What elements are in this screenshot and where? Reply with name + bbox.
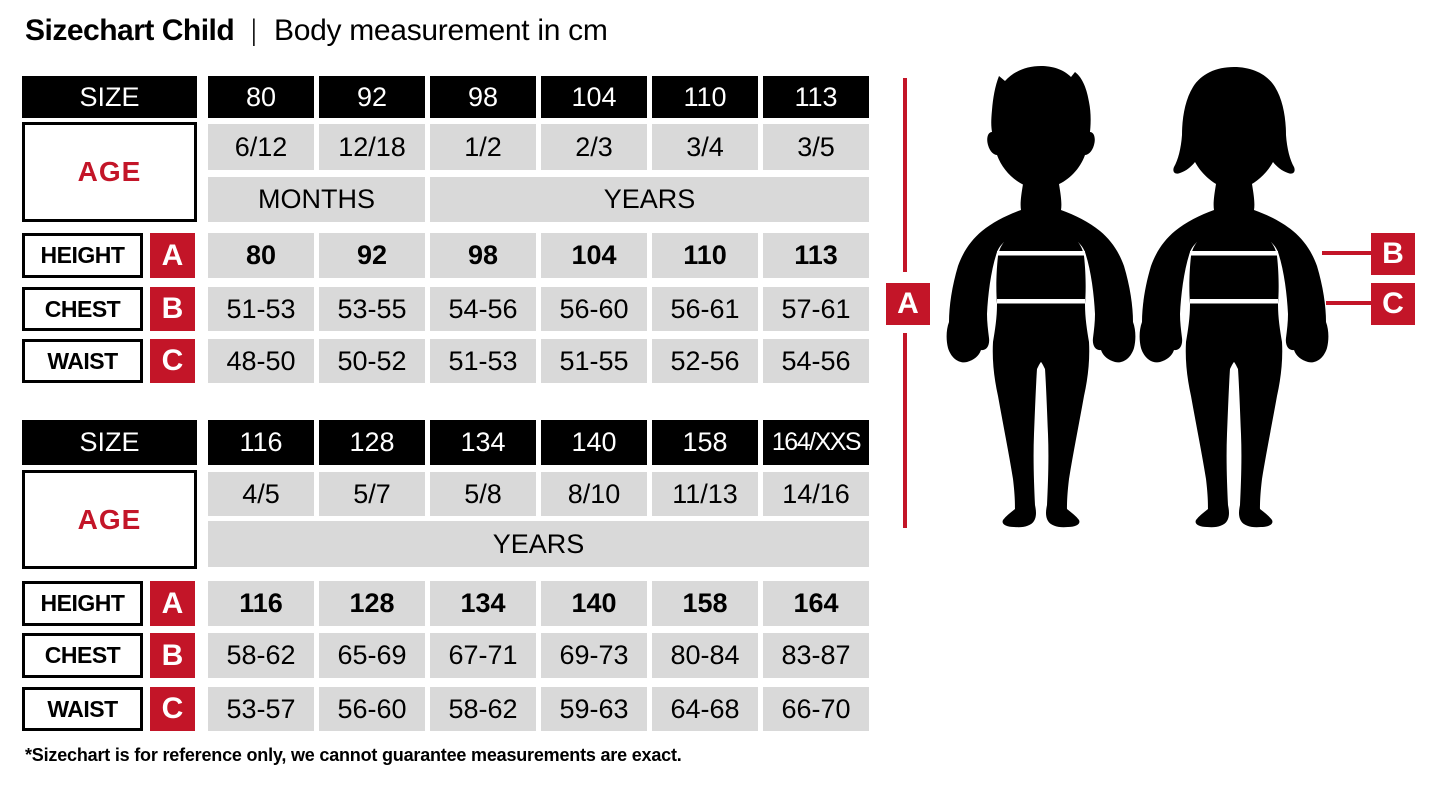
age-value-cell: 5/7 — [319, 472, 425, 516]
waist-letter-badge: C — [150, 687, 195, 731]
height-row-label: HEIGHT — [22, 233, 143, 278]
size-table-lower: SIZE 116 128 134 140 158 164/XXS AGE 4/5… — [22, 420, 870, 732]
waist-measure-line — [1326, 301, 1374, 305]
height-letter-badge: A — [150, 233, 195, 278]
waist-letter-badge: C — [150, 339, 195, 383]
height-value-cell: 104 — [541, 233, 647, 278]
waist-value-cell: 51-53 — [430, 339, 536, 383]
age-value-cell: 5/8 — [430, 472, 536, 516]
height-value-cell: 128 — [319, 581, 425, 626]
height-value-cell: 110 — [652, 233, 758, 278]
chest-value-cell: 83-87 — [763, 633, 869, 678]
height-value-cell: 113 — [763, 233, 869, 278]
height-value-cell: 92 — [319, 233, 425, 278]
footnote-text: *Sizechart is for reference only, we can… — [25, 745, 682, 765]
height-value-cell: 140 — [541, 581, 647, 626]
title-separator: | — [251, 14, 257, 47]
waist-value-cell: 59-63 — [541, 687, 647, 731]
size-value-cell: 104 — [541, 76, 647, 118]
size-value-cell: 92 — [319, 76, 425, 118]
waist-value-cell: 66-70 — [763, 687, 869, 731]
size-value-cell: 158 — [652, 420, 758, 465]
chest-value-cell: 65-69 — [319, 633, 425, 678]
marker-b-badge: B — [1371, 233, 1415, 275]
size-value-cell: 110 — [652, 76, 758, 118]
waist-value-cell: 56-60 — [319, 687, 425, 731]
size-value-cell: 164/XXS — [763, 420, 869, 465]
chest-letter-badge: B — [150, 633, 195, 678]
height-value-cell: 80 — [208, 233, 314, 278]
size-header-label: SIZE — [22, 420, 197, 465]
height-value-cell: 116 — [208, 581, 314, 626]
waist-value-cell: 51-55 — [541, 339, 647, 383]
age-value-cell: 14/16 — [763, 472, 869, 516]
height-value-cell: 158 — [652, 581, 758, 626]
height-value-cell: 164 — [763, 581, 869, 626]
height-measure-line-lower — [903, 333, 907, 528]
age-header-label: AGE — [22, 122, 197, 222]
chest-value-cell: 80-84 — [652, 633, 758, 678]
height-measure-line-upper — [903, 78, 907, 272]
age-value-cell: 3/5 — [763, 124, 869, 170]
waist-value-cell: 50-52 — [319, 339, 425, 383]
waist-value-cell: 54-56 — [763, 339, 869, 383]
size-value-cell: 128 — [319, 420, 425, 465]
marker-a-badge: A — [886, 283, 930, 325]
age-unit-years-cell: YEARS — [208, 521, 869, 567]
chest-row-label: CHEST — [22, 633, 143, 678]
size-table-upper: SIZE 80 92 98 104 110 113 AGE 6/12 12/18… — [22, 76, 870, 384]
page-title: Sizechart Child | Body measurement in cm — [25, 14, 608, 48]
height-row-label: HEIGHT — [22, 581, 143, 626]
marker-c-badge: C — [1371, 283, 1415, 325]
chest-value-cell: 56-60 — [541, 287, 647, 331]
title-main: Sizechart Child — [25, 14, 235, 47]
waist-row-label: WAIST — [22, 339, 143, 383]
age-header-label: AGE — [22, 470, 197, 569]
age-value-cell: 2/3 — [541, 124, 647, 170]
waist-value-cell: 58-62 — [430, 687, 536, 731]
size-value-cell: 134 — [430, 420, 536, 465]
size-value-cell: 140 — [541, 420, 647, 465]
size-value-cell: 113 — [763, 76, 869, 118]
title-subtitle: Body measurement in cm — [274, 14, 608, 47]
size-header-label: SIZE — [22, 76, 197, 118]
height-value-cell: 134 — [430, 581, 536, 626]
age-value-cell: 11/13 — [652, 472, 758, 516]
chest-value-cell: 51-53 — [208, 287, 314, 331]
size-value-cell: 80 — [208, 76, 314, 118]
height-letter-badge: A — [150, 581, 195, 626]
age-value-cell: 3/4 — [652, 124, 758, 170]
age-value-cell: 6/12 — [208, 124, 314, 170]
size-value-cell: 98 — [430, 76, 536, 118]
chest-measure-line — [1322, 251, 1374, 255]
age-value-cell: 4/5 — [208, 472, 314, 516]
chest-value-cell: 57-61 — [763, 287, 869, 331]
chest-value-cell: 58-62 — [208, 633, 314, 678]
age-value-cell: 1/2 — [430, 124, 536, 170]
boy-silhouette — [946, 66, 1136, 528]
chest-row-label: CHEST — [22, 287, 143, 331]
size-value-cell: 116 — [208, 420, 314, 465]
chest-value-cell: 54-56 — [430, 287, 536, 331]
chest-letter-badge: B — [150, 287, 195, 331]
chest-value-cell: 53-55 — [319, 287, 425, 331]
waist-value-cell: 48-50 — [208, 339, 314, 383]
chest-value-cell: 69-73 — [541, 633, 647, 678]
height-value-cell: 98 — [430, 233, 536, 278]
age-unit-months-cell: MONTHS — [208, 177, 425, 222]
girl-silhouette — [1139, 67, 1329, 528]
waist-row-label: WAIST — [22, 687, 143, 731]
waist-value-cell: 64-68 — [652, 687, 758, 731]
waist-value-cell: 52-56 — [652, 339, 758, 383]
age-value-cell: 8/10 — [541, 472, 647, 516]
waist-value-cell: 53-57 — [208, 687, 314, 731]
age-unit-years-cell: YEARS — [430, 177, 869, 222]
chest-value-cell: 56-61 — [652, 287, 758, 331]
chest-value-cell: 67-71 — [430, 633, 536, 678]
age-value-cell: 12/18 — [319, 124, 425, 170]
